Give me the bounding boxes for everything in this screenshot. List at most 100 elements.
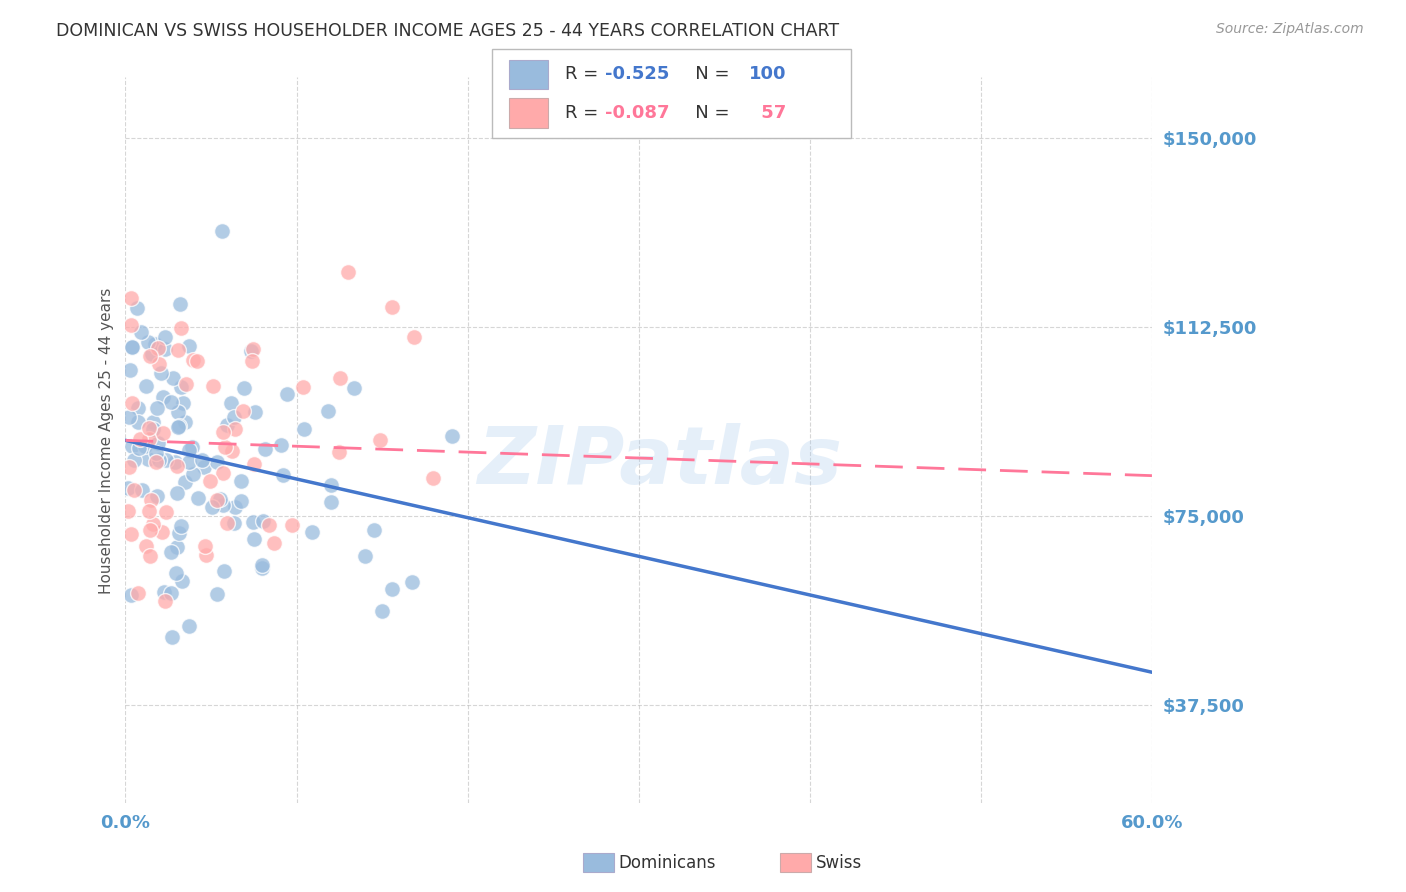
Point bbox=[166, 485, 188, 500]
Point bbox=[131, 483, 153, 497]
Point bbox=[152, 426, 174, 441]
Point bbox=[174, 415, 197, 429]
Point bbox=[292, 422, 315, 436]
Point bbox=[148, 358, 170, 372]
Point bbox=[141, 347, 163, 361]
Point bbox=[177, 619, 200, 633]
Y-axis label: Householder Income Ages 25 - 44 years: Householder Income Ages 25 - 44 years bbox=[100, 287, 114, 593]
Point bbox=[135, 540, 157, 554]
Point bbox=[186, 354, 208, 368]
Point bbox=[155, 453, 177, 467]
Point bbox=[160, 544, 183, 558]
Point bbox=[205, 493, 228, 508]
Point bbox=[281, 518, 304, 533]
Point bbox=[250, 558, 273, 572]
Point bbox=[177, 442, 200, 457]
Point bbox=[120, 526, 142, 541]
Point bbox=[160, 395, 183, 409]
Point bbox=[328, 445, 350, 459]
Point bbox=[121, 439, 143, 453]
Point bbox=[177, 339, 200, 353]
Point bbox=[316, 403, 339, 417]
Point bbox=[271, 468, 294, 483]
Point bbox=[243, 405, 266, 419]
Point bbox=[217, 418, 239, 433]
Point bbox=[329, 370, 352, 384]
Point bbox=[243, 457, 266, 471]
Point bbox=[138, 523, 160, 537]
Point bbox=[301, 525, 323, 540]
Point bbox=[127, 401, 149, 415]
Point bbox=[368, 433, 391, 447]
Point bbox=[200, 475, 222, 489]
Point bbox=[165, 566, 187, 580]
Point bbox=[121, 340, 143, 354]
Point bbox=[127, 416, 149, 430]
Point bbox=[191, 453, 214, 467]
Point bbox=[146, 435, 169, 450]
Point bbox=[122, 453, 145, 467]
Point bbox=[136, 451, 159, 466]
Point bbox=[117, 460, 139, 475]
Point bbox=[211, 224, 233, 238]
Text: ZIPatlas: ZIPatlas bbox=[477, 423, 842, 501]
Point bbox=[212, 425, 235, 439]
Point bbox=[163, 455, 186, 469]
Point bbox=[209, 492, 232, 507]
Point bbox=[166, 458, 188, 473]
Point bbox=[177, 455, 200, 469]
Point bbox=[121, 396, 143, 410]
Point bbox=[291, 380, 314, 394]
Point bbox=[207, 586, 229, 600]
Point bbox=[252, 514, 274, 528]
Point bbox=[194, 539, 217, 553]
Point bbox=[117, 481, 139, 495]
Point bbox=[217, 516, 239, 530]
Point bbox=[193, 459, 215, 474]
Point bbox=[124, 483, 146, 498]
Point bbox=[221, 443, 243, 458]
Point bbox=[224, 516, 246, 531]
Point bbox=[381, 300, 404, 314]
Point bbox=[120, 588, 142, 602]
Point bbox=[222, 409, 245, 424]
Text: R =: R = bbox=[565, 65, 605, 84]
Point bbox=[148, 341, 170, 355]
Point bbox=[142, 422, 165, 436]
Point bbox=[205, 455, 228, 469]
Text: 100: 100 bbox=[749, 65, 787, 84]
Point bbox=[233, 382, 256, 396]
Text: 57: 57 bbox=[755, 103, 786, 122]
Point bbox=[257, 518, 280, 533]
Point bbox=[214, 441, 236, 455]
Point bbox=[167, 418, 190, 433]
Point bbox=[404, 330, 426, 344]
Text: N =: N = bbox=[678, 65, 735, 84]
Point bbox=[263, 536, 285, 550]
Point bbox=[118, 409, 141, 424]
Point bbox=[170, 519, 193, 533]
Point bbox=[167, 405, 190, 419]
Point bbox=[121, 340, 143, 354]
Point bbox=[138, 504, 160, 518]
Point bbox=[202, 379, 225, 393]
Point bbox=[170, 380, 193, 394]
Point bbox=[211, 498, 233, 512]
Point bbox=[170, 320, 193, 334]
Text: R =: R = bbox=[565, 103, 605, 122]
Point bbox=[270, 438, 292, 452]
Point bbox=[153, 330, 176, 344]
Point bbox=[129, 325, 152, 339]
Point bbox=[371, 604, 394, 618]
Point bbox=[440, 428, 463, 442]
Point bbox=[229, 493, 252, 508]
Point bbox=[401, 574, 423, 589]
Point bbox=[253, 442, 276, 456]
Point bbox=[167, 343, 190, 358]
Point bbox=[250, 560, 273, 574]
Point bbox=[153, 584, 176, 599]
Point bbox=[319, 478, 342, 492]
Point bbox=[143, 337, 166, 351]
Point bbox=[212, 564, 235, 578]
Point bbox=[354, 549, 377, 563]
